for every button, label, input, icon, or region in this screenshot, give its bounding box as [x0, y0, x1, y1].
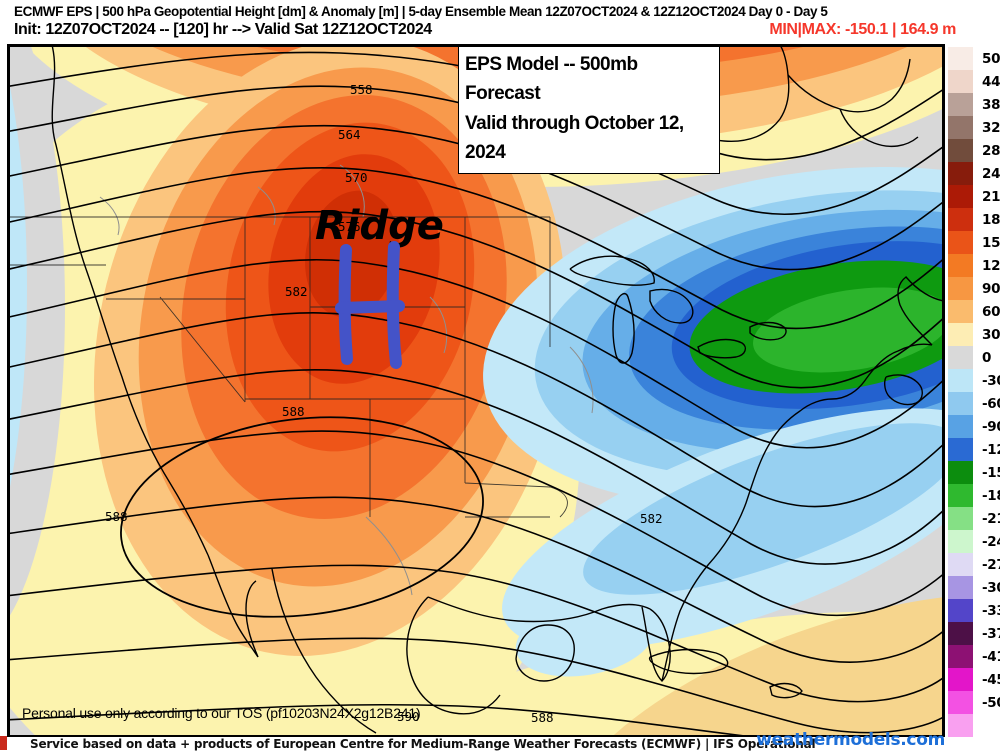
colorbar-tick-label: -180	[982, 487, 1000, 504]
colorbar-cell	[948, 70, 973, 93]
colorbar-cell	[948, 668, 973, 691]
colorbar-tick-label: -300	[982, 579, 1000, 596]
contour-label: 588	[105, 509, 128, 524]
colorbar-tick-label: 380	[982, 96, 1000, 113]
colorbar-tick-label: 280	[982, 142, 1000, 159]
trough-anomaly-core	[483, 166, 942, 508]
colorbar-tick-label: 440	[982, 73, 1000, 90]
colorbar-tick-label: -210	[982, 510, 1000, 527]
info-box: EPS Model -- 500mb Forecast Valid throug…	[458, 47, 720, 174]
title-line2: Init: 12Z07OCT2024 -- [120] hr --> Valid…	[14, 21, 432, 38]
colorbar-cell	[948, 461, 973, 484]
colorbar-tick-label: 210	[982, 188, 1000, 205]
colorbar-tick-label: -410	[982, 648, 1000, 665]
contour-labels: 558 564 570 576 582 588 588 582 590 588	[105, 82, 663, 725]
colorbar-tick-label: -500	[982, 694, 1000, 711]
contour-label: 582	[640, 511, 663, 526]
header: ECMWF EPS | 500 hPa Geopotential Height …	[0, 0, 1000, 44]
colorbar-cell	[948, 438, 973, 461]
colorbar-tick-label: 240	[982, 165, 1000, 182]
colorbar-tick-label: -450	[982, 671, 1000, 688]
colorbar-cell	[948, 369, 973, 392]
high-pressure-symbol	[335, 241, 405, 369]
colorbar-tick-label: 0	[982, 349, 992, 366]
colorbar-cell	[948, 254, 973, 277]
colorbar-cell	[948, 116, 973, 139]
colorbar-tick-label: -150	[982, 464, 1000, 481]
contour-label: 588	[282, 404, 305, 419]
colorbar-cell	[948, 622, 973, 645]
colorbar-cell	[948, 576, 973, 599]
colorbar-tick-label: 320	[982, 119, 1000, 136]
ridge-annotation: Ridge	[315, 203, 444, 249]
map-canvas: 558 564 570 576 582 588 588 582 590 588 Ridge	[10, 47, 942, 735]
colorbar-cell	[948, 93, 973, 116]
colorbar-cell	[948, 277, 973, 300]
contour-label: 590	[397, 709, 420, 724]
colorbar-cell	[948, 208, 973, 231]
colorbar-cell	[948, 231, 973, 254]
colorbar-cell	[948, 553, 973, 576]
minmax-readout: MIN|MAX: -150.1 | 164.9 m	[769, 21, 956, 38]
colorbar-cell	[948, 323, 973, 346]
contour-label: 582	[285, 284, 308, 299]
colorbar-cell	[948, 530, 973, 553]
colorbar-cell	[948, 714, 973, 737]
colorbar-cell	[948, 47, 973, 70]
colorbar-cell	[948, 162, 973, 185]
colorbar-tick-label: -240	[982, 533, 1000, 550]
colorbar-tick-label: -270	[982, 556, 1000, 573]
colorbar-tick-label: 60	[982, 303, 1000, 320]
colorbar-tick-label: 180	[982, 211, 1000, 228]
contour-label: 588	[531, 710, 554, 725]
colorbar-tick-label: -330	[982, 602, 1000, 619]
attribution-text: Service based on data + products of Euro…	[30, 737, 816, 751]
colorbar-cell	[948, 392, 973, 415]
colorbar-tick-label: 150	[982, 234, 1000, 251]
colorbar-cell	[948, 300, 973, 323]
contour-label: 576	[338, 219, 361, 234]
colorbar-cell	[948, 691, 973, 714]
colorbar-tick-label: -60	[982, 395, 1000, 412]
info-box-line1: EPS Model -- 500mb Forecast	[465, 54, 638, 105]
colorbar-cell	[948, 645, 973, 668]
colorbar-cell	[948, 599, 973, 622]
title-line1: ECMWF EPS | 500 hPa Geopotential Height …	[14, 4, 828, 19]
info-box-line2: Valid through October 12, 2024	[465, 112, 684, 164]
colorbar-tick-label: 120	[982, 257, 1000, 274]
colorbar-cell	[948, 415, 973, 438]
contour-label: 570	[345, 170, 368, 185]
colorbar-tick-label: -370	[982, 625, 1000, 642]
corner-mark	[0, 736, 7, 750]
colorbar-cell	[948, 507, 973, 530]
colorbar-tick-label: 90	[982, 280, 1000, 297]
colorbar-tick-label: 500	[982, 50, 1000, 67]
colorbar-tick-label: 30	[982, 326, 1000, 343]
colorbar-tick-label: -120	[982, 441, 1000, 458]
colorbar-cell	[948, 185, 973, 208]
height-contours	[10, 51, 942, 735]
coastlines	[51, 47, 942, 734]
colorbar-tick-label: -30	[982, 372, 1000, 389]
forecast-map: 558 564 570 576 582 588 588 582 590 588 Ridge EPS…	[7, 44, 945, 738]
colorbar-cell	[948, 484, 973, 507]
contour-label: 564	[338, 127, 361, 142]
footer-bar	[0, 737, 1000, 750]
colorbar-tick-label: -90	[982, 418, 1000, 435]
colorbar-cell	[948, 139, 973, 162]
contour-label: 558	[350, 82, 373, 97]
brand-link[interactable]: weathermodels.com	[756, 730, 945, 750]
colorbar-cell	[948, 346, 973, 369]
tos-note: Personal use only according to our TOS (…	[22, 705, 421, 721]
